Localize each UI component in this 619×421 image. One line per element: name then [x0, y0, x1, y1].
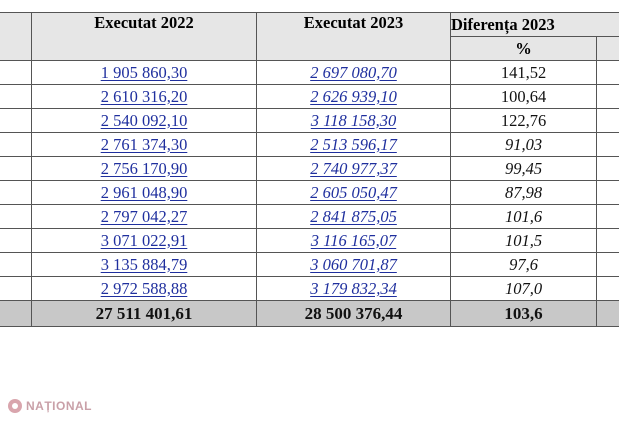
link-executat-2023[interactable]: 3 179 832,34: [310, 278, 397, 298]
cell-extra: [596, 252, 619, 277]
link-executat-2023[interactable]: 3 116 165,07: [310, 230, 397, 250]
link-executat-2022[interactable]: 2 761 374,30: [100, 134, 188, 154]
header-diferenta-2023: Diferența 2023: [450, 12, 619, 37]
cell-executat-2022[interactable]: 2 756 170,90: [31, 156, 257, 181]
row-label-cell: [0, 108, 32, 133]
row-label-cell: [0, 156, 32, 181]
link-executat-2023[interactable]: 2 841 875,05: [310, 206, 397, 226]
national-watermark-logo: NAȚIONAL: [8, 399, 92, 413]
cell-extra: [596, 204, 619, 229]
cell-extra: [596, 180, 619, 205]
cell-executat-2023[interactable]: 3 116 165,07: [256, 228, 451, 253]
table-body: 1 905 860,30 2 697 080,70 141,52 2 610 316,…: [0, 60, 619, 327]
table-row: 2 797 042,27 2 841 875,05 101,6: [0, 204, 619, 229]
header-blank: [0, 12, 32, 61]
cell-executat-2023[interactable]: 2 513 596,17: [256, 132, 451, 157]
row-label-cell: [0, 60, 32, 85]
link-executat-2023[interactable]: 2 697 080,70: [310, 62, 397, 82]
table-row: 2 540 092,10 3 118 158,30 122,76: [0, 108, 619, 133]
cell-extra: [596, 132, 619, 157]
cell-extra: [596, 228, 619, 253]
cell-executat-2022[interactable]: 2 961 048,90: [31, 180, 257, 205]
cell-executat-2022[interactable]: 2 610 316,20: [31, 84, 257, 109]
table-row: 2 761 374,30 2 513 596,17 91,03: [0, 132, 619, 157]
total-extra: 9: [596, 300, 619, 327]
row-label-cell: [0, 276, 32, 301]
link-executat-2023[interactable]: 3 118 158,30: [310, 110, 397, 130]
cell-executat-2022[interactable]: 1 905 860,30: [31, 60, 257, 85]
cell-percent: 99,45: [450, 156, 597, 181]
row-label-cell: [0, 180, 32, 205]
link-executat-2022[interactable]: 3 135 884,79: [100, 254, 188, 274]
link-executat-2022[interactable]: 2 972 588,88: [100, 278, 188, 298]
link-executat-2023[interactable]: 3 060 701,87: [310, 254, 397, 274]
cell-executat-2022[interactable]: 2 761 374,30: [31, 132, 257, 157]
link-executat-2022[interactable]: 2 540 092,10: [100, 110, 188, 130]
cell-executat-2023[interactable]: 2 841 875,05: [256, 204, 451, 229]
link-executat-2022[interactable]: 2 756 170,90: [100, 158, 188, 178]
cell-executat-2022[interactable]: 2 797 042,27: [31, 204, 257, 229]
cell-executat-2023[interactable]: 2 605 050,47: [256, 180, 451, 205]
table-row: 2 972 588,88 3 179 832,34 107,0: [0, 276, 619, 301]
cell-percent: 100,64: [450, 84, 597, 109]
row-label-cell: [0, 228, 32, 253]
table-row: 2 961 048,90 2 605 050,47 87,98: [0, 180, 619, 205]
cell-executat-2023[interactable]: 3 118 158,30: [256, 108, 451, 133]
header-extra: [596, 36, 619, 61]
watermark-text: NAȚIONAL: [26, 399, 92, 413]
cell-percent: 97,6: [450, 252, 597, 277]
link-executat-2022[interactable]: 2 961 048,90: [100, 182, 188, 202]
row-label-cell: [0, 252, 32, 277]
header-percent: %: [450, 36, 597, 61]
link-executat-2023[interactable]: 2 513 596,17: [310, 134, 397, 154]
link-executat-2022[interactable]: 2 797 042,27: [100, 206, 188, 226]
cell-extra: [596, 84, 619, 109]
cell-extra: [596, 60, 619, 85]
cell-percent: 101,6: [450, 204, 597, 229]
cell-executat-2022[interactable]: 2 540 092,10: [31, 108, 257, 133]
link-executat-2022[interactable]: 2 610 316,20: [100, 86, 188, 106]
table-row: 3 135 884,79 3 060 701,87 97,6: [0, 252, 619, 277]
header-executat-2023: Executat 2023: [256, 12, 451, 61]
cell-percent: 87,98: [450, 180, 597, 205]
cell-percent: 101,5: [450, 228, 597, 253]
cell-percent: 91,03: [450, 132, 597, 157]
link-executat-2023[interactable]: 2 740 977,37: [310, 158, 397, 178]
cell-executat-2023[interactable]: 3 179 832,34: [256, 276, 451, 301]
row-label-cell: [0, 84, 32, 109]
link-executat-2022[interactable]: 3 071 022,91: [100, 230, 188, 250]
cell-percent: 107,0: [450, 276, 597, 301]
table-row: 1 905 860,30 2 697 080,70 141,52: [0, 60, 619, 85]
total-executat-2023: 28 500 376,44: [256, 300, 451, 327]
cell-extra: [596, 156, 619, 181]
cell-extra: [596, 108, 619, 133]
cell-executat-2023[interactable]: 2 697 080,70: [256, 60, 451, 85]
cell-percent: 141,52: [450, 60, 597, 85]
cell-executat-2023[interactable]: 3 060 701,87: [256, 252, 451, 277]
table-row: 3 071 022,91 3 116 165,07 101,5: [0, 228, 619, 253]
total-percent: 103,6: [450, 300, 597, 327]
header-executat-2022: Executat 2022: [31, 12, 257, 61]
cell-executat-2022[interactable]: 3 135 884,79: [31, 252, 257, 277]
budget-table: Executat 2022 Executat 2023 Diferența 20…: [0, 12, 619, 327]
cell-percent: 122,76: [450, 108, 597, 133]
table-row: 2 610 316,20 2 626 939,10 100,64: [0, 84, 619, 109]
cell-executat-2023[interactable]: 2 626 939,10: [256, 84, 451, 109]
national-logo-icon: [8, 399, 22, 413]
cell-extra: [596, 276, 619, 301]
link-executat-2022[interactable]: 1 905 860,30: [100, 62, 188, 82]
link-executat-2023[interactable]: 2 626 939,10: [310, 86, 397, 106]
link-executat-2023[interactable]: 2 605 050,47: [310, 182, 397, 202]
cell-executat-2023[interactable]: 2 740 977,37: [256, 156, 451, 181]
cell-executat-2022[interactable]: 3 071 022,91: [31, 228, 257, 253]
table-row: 2 756 170,90 2 740 977,37 99,45: [0, 156, 619, 181]
row-label-cell: [0, 204, 32, 229]
total-executat-2022: 27 511 401,61: [31, 300, 257, 327]
total-label-cell: [0, 300, 32, 327]
cell-executat-2022[interactable]: 2 972 588,88: [31, 276, 257, 301]
row-label-cell: [0, 132, 32, 157]
